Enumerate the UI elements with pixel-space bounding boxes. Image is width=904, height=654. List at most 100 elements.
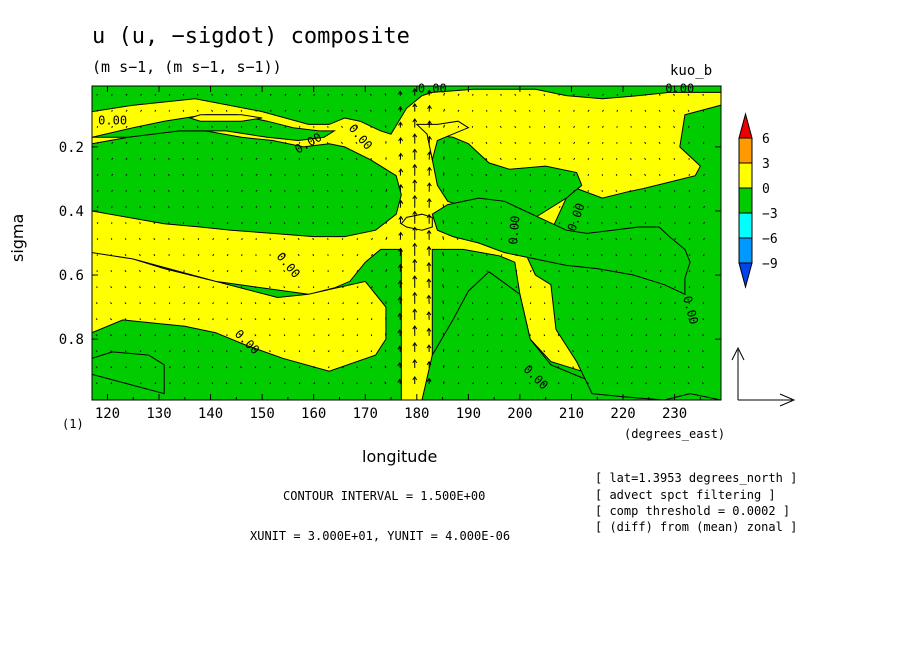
wind-vector: [197, 334, 200, 337]
wind-vector: [297, 222, 300, 225]
wind-vector: [515, 334, 517, 337]
panel-index: (1): [62, 417, 84, 431]
wind-vector: [153, 205, 156, 209]
wind-vector: [601, 302, 603, 305]
wind-vector: [615, 254, 618, 257]
wind-vector: [197, 350, 200, 353]
wind-vector: [602, 109, 604, 112]
x-tick-label: 160: [301, 406, 326, 422]
wind-vector: [529, 302, 532, 305]
wind-vector: [457, 93, 460, 96]
wind-vector: [659, 318, 662, 321]
wind-vector: [255, 206, 258, 209]
wind-vector: [212, 286, 215, 289]
wind-vector-head: [426, 360, 432, 366]
region-0-to-3: [188, 114, 263, 122]
wind-vector: [500, 366, 503, 369]
wind-vector: [600, 269, 603, 273]
wind-vector: [703, 254, 705, 257]
wind-vector: [225, 93, 228, 96]
colorbar-label: −6: [762, 232, 778, 247]
wind-vector: [674, 238, 677, 241]
wind-vector: [139, 222, 141, 225]
wind-vector: [124, 334, 127, 337]
wind-vector: [399, 184, 402, 192]
wind-vector: [486, 350, 489, 353]
wind-vector: [111, 93, 113, 96]
wind-vector: [687, 382, 690, 385]
wind-vector: [168, 318, 171, 321]
wind-vector: [616, 382, 619, 385]
wind-vector: [486, 382, 489, 385]
wind-vector: [268, 334, 271, 337]
wind-vector: [443, 92, 446, 96]
wind-vector-head: [412, 210, 418, 215]
wind-vector: [586, 270, 589, 273]
wind-vector-head: [412, 242, 418, 247]
wind-vector-head: [398, 168, 404, 173]
wind-vector: [456, 205, 459, 209]
wind-vector: [659, 190, 661, 192]
wind-vector: [167, 205, 170, 209]
wind-vector: [196, 93, 199, 96]
wind-vector: [313, 334, 315, 337]
wind-vector: [472, 382, 475, 385]
wind-vector: [630, 142, 632, 144]
wind-vector: [124, 302, 127, 305]
wind-vector: [659, 270, 662, 273]
wind-vector: [125, 157, 128, 160]
wind-vector: [140, 125, 142, 128]
wind-vector: [211, 125, 214, 128]
wind-vector: [472, 93, 474, 96]
wind-vector: [183, 302, 186, 305]
wind-vector: [529, 366, 531, 369]
x-tick-label: 170: [353, 406, 378, 422]
wind-vector: [573, 125, 576, 128]
wind-vector: [472, 366, 475, 369]
wind-vector: [573, 189, 575, 192]
wind-vector: [254, 286, 257, 289]
wind-vector: [529, 206, 532, 209]
info-line: [ comp threshold = 0.0002 ]: [595, 504, 791, 518]
wind-vector: [225, 366, 228, 369]
y-tick-label: 0.4: [59, 204, 84, 220]
wind-vector: [125, 109, 128, 112]
wind-vector-head: [412, 163, 418, 168]
wind-vector: [572, 302, 574, 305]
wind-vector: [659, 302, 662, 305]
wind-vector: [270, 141, 272, 144]
wind-vector: [371, 286, 373, 289]
wind-vector: [529, 270, 532, 273]
wind-vector: [572, 350, 574, 353]
wind-vector: [182, 222, 185, 224]
wind-vector: [212, 269, 215, 273]
wind-vector: [326, 141, 329, 144]
wind-vector: [269, 350, 271, 353]
colorbar-band: [738, 162, 753, 189]
wind-vector: [183, 334, 186, 337]
wind-vector: [514, 93, 517, 96]
wind-vector-head: [397, 345, 403, 350]
wind-vector: [500, 286, 503, 289]
wind-vector-head: [412, 275, 418, 280]
wind-vector: [168, 382, 171, 385]
wind-vector: [644, 157, 647, 161]
wind-vector: [384, 349, 387, 353]
wind-vector: [442, 252, 445, 256]
y-tick-label: 0.2: [59, 140, 84, 156]
wind-vector: [268, 302, 271, 305]
wind-vector: [182, 141, 185, 144]
wind-vector: [399, 200, 402, 208]
wind-vector: [385, 220, 388, 224]
wind-vector: [342, 318, 345, 321]
wind-vector: [659, 334, 662, 337]
wind-vector: [138, 237, 141, 241]
wind-vector: [572, 334, 574, 337]
wind-vector: [370, 366, 372, 369]
wind-vector: [573, 109, 575, 112]
wind-vector: [615, 174, 618, 176]
wind-vector: [111, 125, 114, 128]
wind-vector: [472, 334, 474, 337]
wind-vector: [673, 158, 676, 160]
wind-vector: [356, 238, 359, 241]
